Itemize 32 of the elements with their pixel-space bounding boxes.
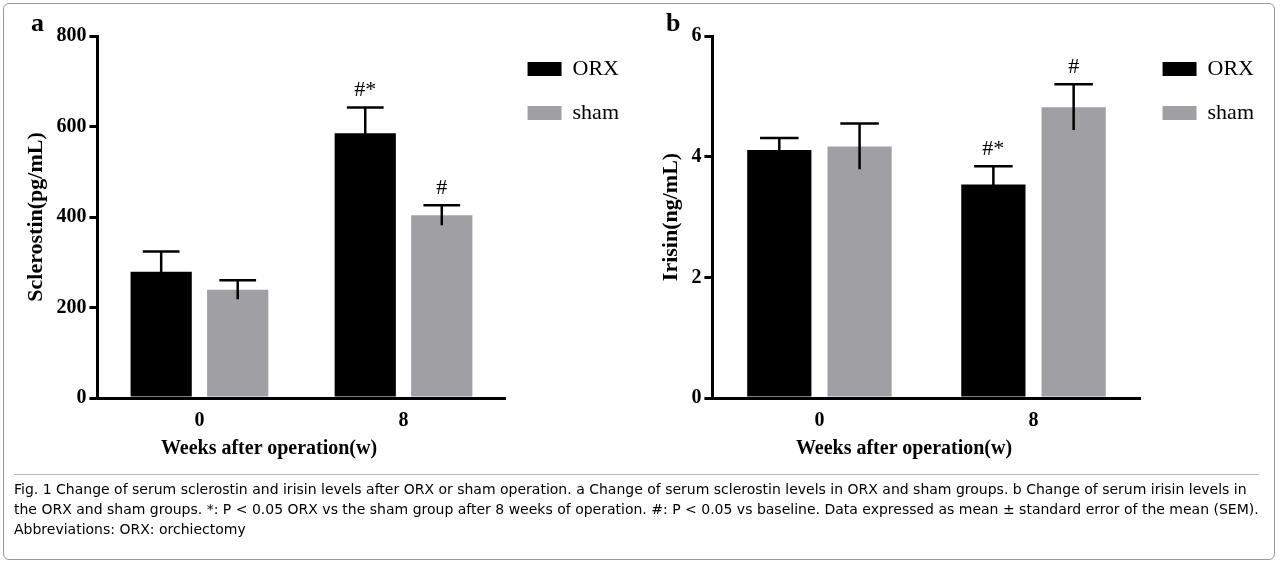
x-tick-label: 8 [1028, 408, 1039, 431]
legend-label: ORX [572, 54, 620, 80]
y-tick-label: 6 [691, 23, 702, 46]
data-label: #* [354, 76, 377, 102]
y-tick-label: 0 [691, 385, 702, 408]
y-tick-label: 0 [76, 385, 87, 408]
caption: Fig. 1 Change of serum sclerostin and irisin levels after ORX or sham operation. a Change of serum sclerostin levels in ORX and sham groups. b Change of serum irisin levels in the ORX and sham groups. *: P < 0.05 ORX vs the sham group after 8 weeks of operation. #: P < 0.05 vs baseline. Data expressed as mean ± standard error of the mean (SEM). Abbreviations: ORX: orchiectomy [14, 474, 1259, 539]
x-tick-label: 8 [398, 408, 409, 431]
x-tick-label: 0 [194, 408, 205, 431]
bar [827, 146, 892, 397]
chart-title: a [31, 8, 44, 38]
data-label: #* [982, 135, 1005, 161]
bar [207, 289, 269, 397]
y-axis-title: Irisin(ng/mL) [656, 152, 682, 282]
y-tick-label: 200 [56, 294, 87, 317]
x-tick-label: 0 [814, 408, 825, 431]
x-axis-title: Weeks after operation(w) [159, 436, 379, 459]
y-tick-label: 800 [56, 23, 87, 46]
legend-label: ORX [1207, 54, 1255, 80]
data-label: # [436, 174, 448, 200]
bar [1041, 107, 1106, 397]
data-label: # [1068, 53, 1080, 79]
y-tick-label: 4 [691, 143, 702, 166]
y-tick-label: 400 [56, 204, 87, 227]
y-tick-label: 600 [56, 113, 87, 136]
y-axis-title: Sclerostin(pg/mL) [21, 132, 47, 302]
bar [411, 215, 473, 397]
chart-title: b [666, 8, 681, 38]
legend-label: sham [1207, 98, 1254, 124]
legend-label: sham [572, 98, 619, 124]
y-tick-label: 2 [691, 264, 702, 287]
x-axis-title: Weeks after operation(w) [794, 436, 1014, 459]
